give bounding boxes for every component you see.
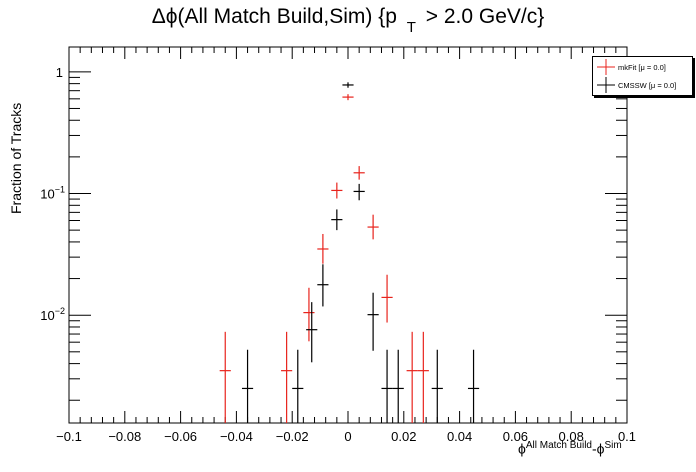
x-tick-label: −0.04 (220, 429, 253, 444)
x-axis-label-phi-2: -ϕ (591, 440, 605, 457)
chart-title: Δϕ(All Match Build,Sim) {p T > 2.0 GeV/c… (0, 5, 696, 36)
y-axis-label: Fraction of Tracks (8, 102, 24, 214)
x-tick-label: 0.08 (559, 429, 584, 444)
y-tick-label: 10−1 (40, 185, 65, 202)
legend-marker-mkfit (597, 59, 615, 75)
legend-entry-cmssw: CMSSW [μ = 0.0] (593, 76, 694, 94)
x-axis-label: ϕAll Match Build-ϕSim (518, 440, 622, 457)
plot-frame (68, 46, 628, 424)
x-tick-label: 0.06 (503, 429, 528, 444)
x-axis-label-phi-1: ϕ (518, 440, 526, 457)
x-tick-label: 0.1 (618, 429, 636, 444)
legend-entry-mkfit: mkFit [μ = 0.0] (593, 58, 694, 76)
legend-label-cmssw: CMSSW [μ = 0.0] (618, 81, 677, 90)
legend-marker-cmssw (597, 77, 615, 93)
legend: mkFit [μ = 0.0] CMSSW [μ = 0.0] (592, 56, 693, 96)
chart-title-tail: > 2.0 GeV/c} (425, 5, 545, 28)
chart-title-main: Δϕ(All Match Build,Sim) {p (151, 5, 397, 28)
x-tick-label: 0.04 (447, 429, 472, 444)
x-tick-label: −0.08 (108, 429, 141, 444)
y-tick-label: 1 (56, 65, 63, 80)
x-axis-label-superscript-2: Sim (604, 440, 622, 451)
x-tick-label: 0.02 (391, 429, 416, 444)
chart-title-subscript: T (406, 19, 416, 36)
legend-label-mkfit: mkFit [μ = 0.0] (618, 63, 666, 72)
x-tick-label: −0.06 (164, 429, 197, 444)
x-tick-label: −0.1 (56, 429, 82, 444)
x-axis-label-superscript-1: All Match Build (525, 440, 592, 451)
x-tick-label: −0.02 (276, 429, 309, 444)
y-tick-label: 10−2 (40, 306, 65, 323)
x-tick-label: 0 (344, 429, 351, 444)
